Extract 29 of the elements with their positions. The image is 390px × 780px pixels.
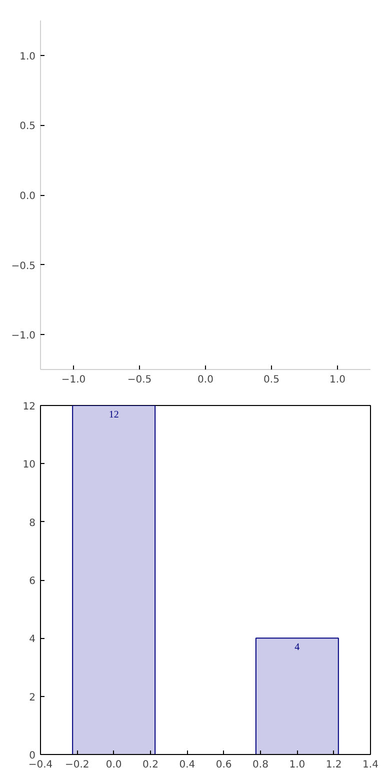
y-tick-label: 0.5	[20, 121, 36, 132]
x-tick-label: 0.8	[252, 760, 268, 770]
x-tick-label: 1.4	[362, 760, 378, 770]
y-tick-label: 0	[29, 750, 36, 762]
data-label: 4	[294, 642, 300, 654]
y-tick-label: 6	[29, 576, 36, 587]
y-tick-label: −0.5	[11, 260, 36, 272]
y-tick-label: 10	[22, 460, 36, 471]
x-tick-label: −1.0	[61, 374, 86, 386]
y-tick-label: 12	[22, 402, 36, 412]
y-tick-label: 8	[29, 518, 36, 529]
x-tick-label: 1.0	[330, 374, 346, 386]
x-tick-label: 1.2	[326, 760, 342, 770]
x-tick-label: 0.4	[179, 760, 196, 770]
y-tick-label: 4	[29, 634, 36, 646]
x-tick-label: −0.5	[127, 374, 152, 386]
x-tick-label: −0.4	[28, 760, 53, 770]
x-tick-label: 0.5	[264, 374, 280, 386]
x-tick-label: 0.6	[216, 760, 232, 770]
y-tick-label: 1.0	[20, 51, 36, 62]
x-tick-label: 0.2	[142, 760, 158, 770]
x-tick-label: −0.2	[65, 760, 90, 770]
x-tick-label: 0.0	[198, 374, 214, 386]
y-tick-label: −1.0	[11, 330, 36, 342]
data-label: 12	[108, 410, 119, 420]
y-tick-label: 2	[29, 692, 36, 704]
x-tick-label: 1.0	[289, 760, 306, 770]
y-tick-label: 0.0	[20, 191, 36, 202]
x-tick-label: 0.0	[106, 760, 122, 770]
